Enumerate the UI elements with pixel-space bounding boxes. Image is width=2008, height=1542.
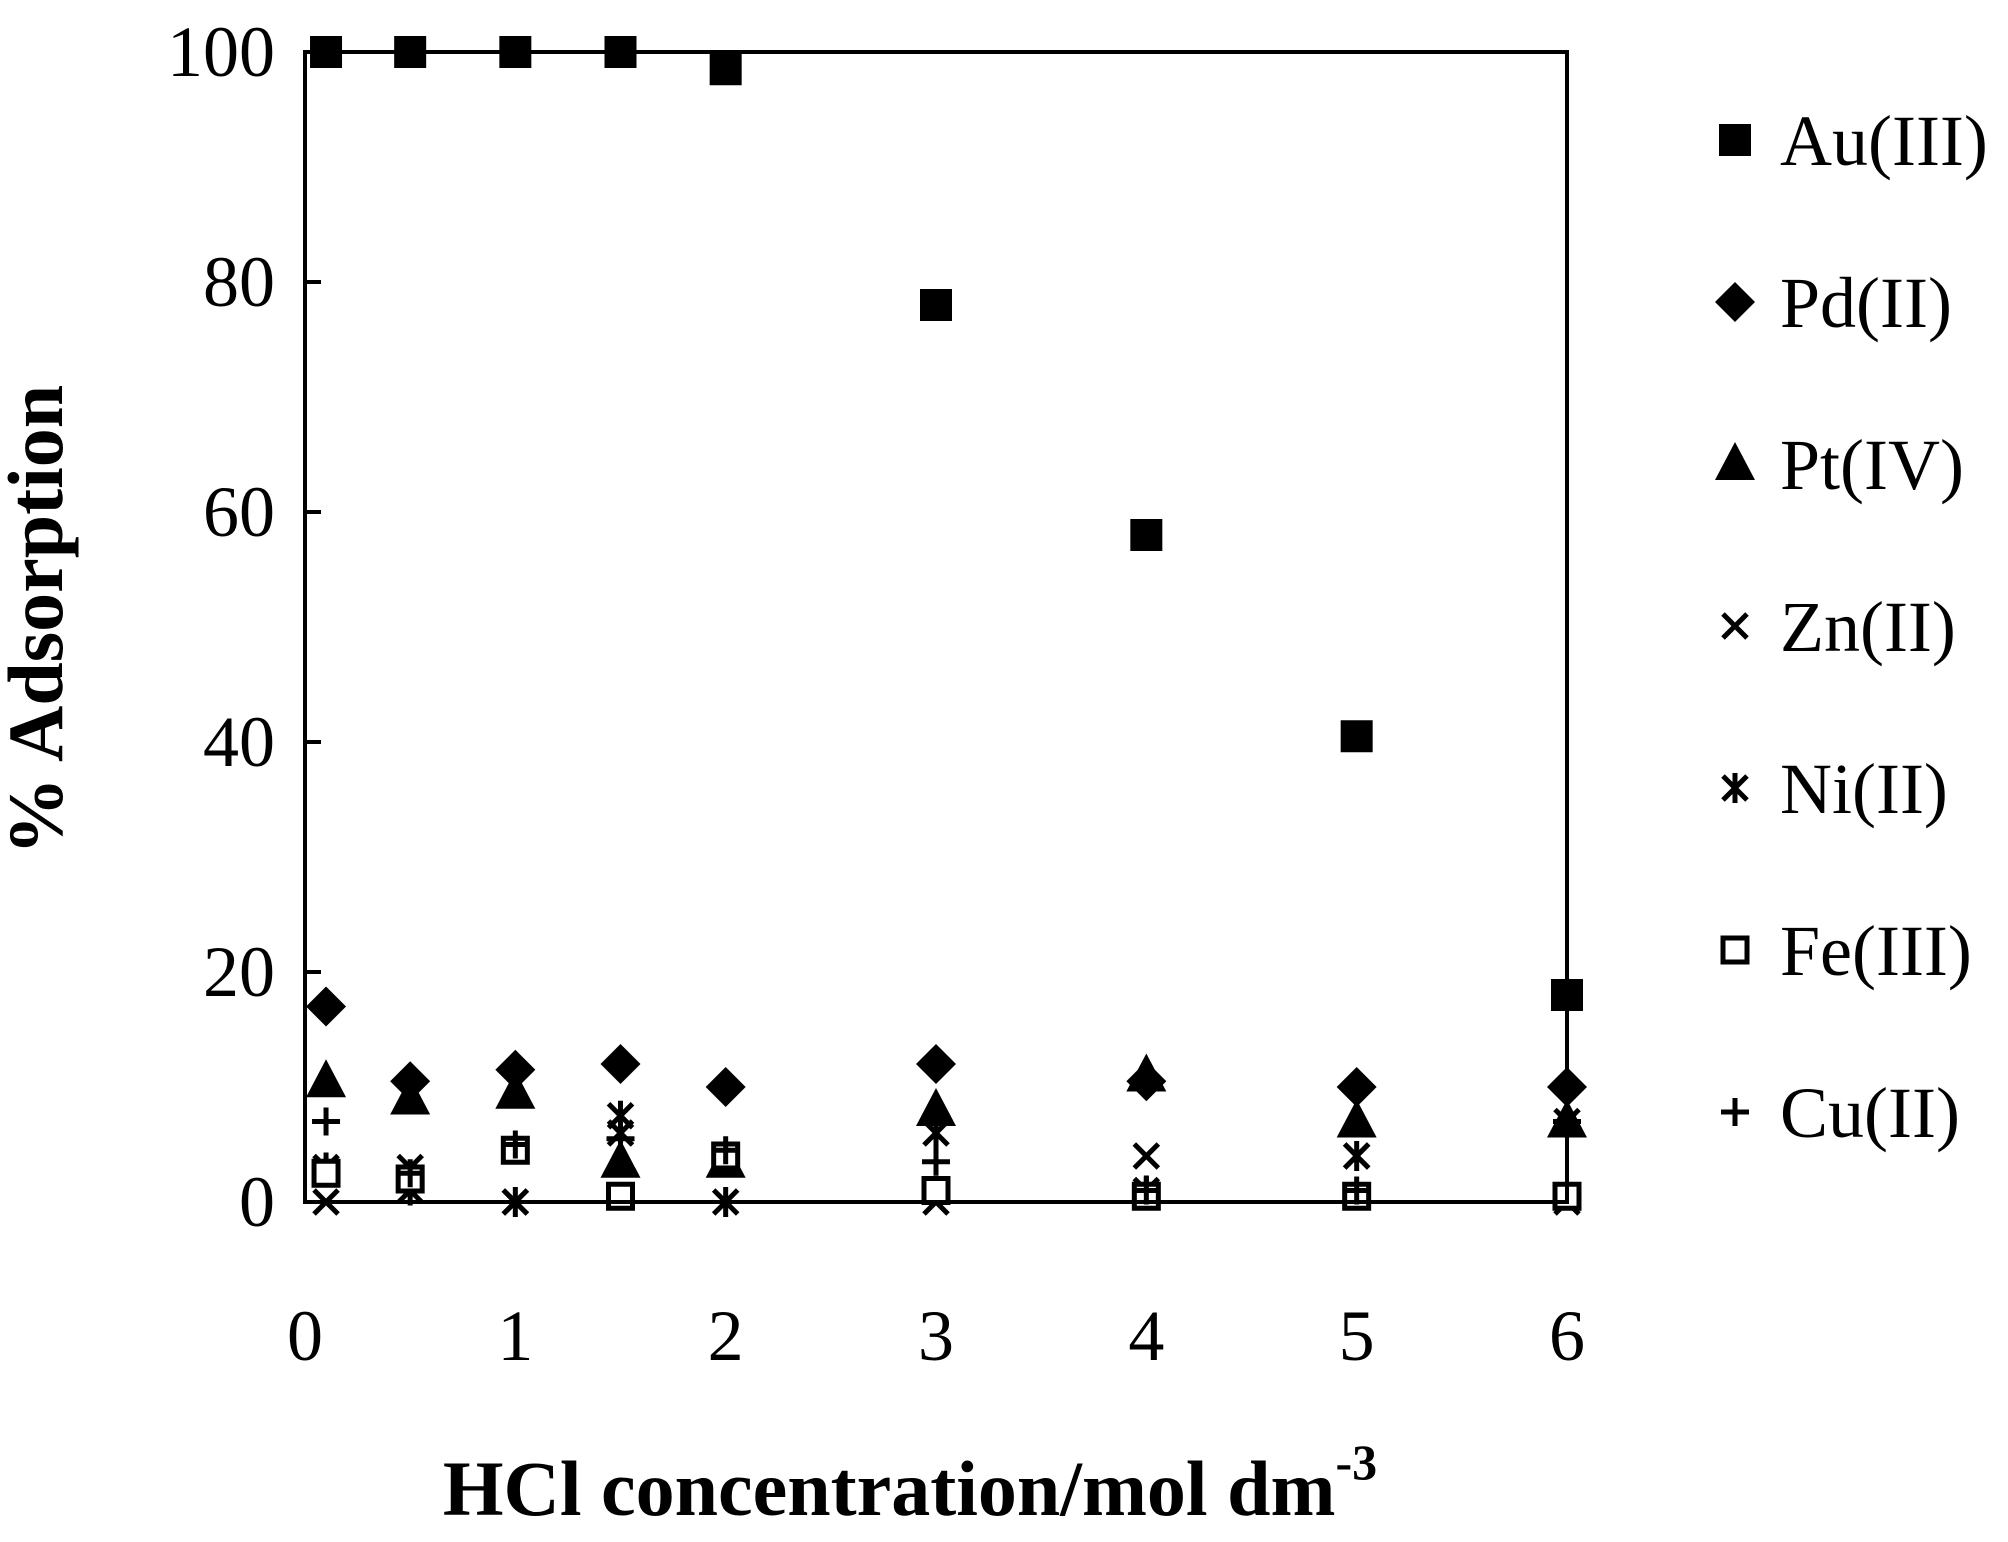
data-point xyxy=(396,1159,425,1188)
data-point xyxy=(1132,1142,1161,1170)
data-point xyxy=(606,1124,635,1153)
axes: 0 20 40 60 80 100 0 1 2 3 4 5 6 xyxy=(167,12,1585,1376)
y-tick-label: 60 xyxy=(203,472,275,552)
data-point xyxy=(495,1070,536,1109)
x-axis-title: HCl concentration/mol dm-3 xyxy=(443,1434,1377,1532)
legend-label: Pd(II) xyxy=(1780,263,1952,343)
legend-marker xyxy=(1715,442,1755,480)
data-point xyxy=(1342,1141,1371,1171)
legend-item: Au(III) xyxy=(1719,101,1988,181)
legend-marker xyxy=(1721,1098,1749,1126)
x-tick-label: 5 xyxy=(1339,1296,1375,1376)
data-point xyxy=(312,1107,341,1136)
legend-label: Ni(II) xyxy=(1780,749,1948,829)
series-au-iii xyxy=(310,36,1583,1011)
legend-label: Pt(IV) xyxy=(1780,425,1964,505)
legend-label: Zn(II) xyxy=(1780,587,1956,667)
series-pt-iv xyxy=(306,1053,1587,1178)
legend: Au(III) Pd(II) Pt(IV) Zn(II) Ni(II) Fe(III) Cu… xyxy=(1715,101,1988,1153)
data-point xyxy=(1132,1176,1161,1205)
data-point xyxy=(1340,720,1373,753)
x-tick-label: 2 xyxy=(708,1296,744,1376)
legend-item: Cu(II) xyxy=(1721,1073,1960,1153)
legend-item: Pd(II) xyxy=(1715,263,1952,343)
series-pd-ii xyxy=(306,986,1587,1107)
data-point xyxy=(1130,519,1163,551)
legend-marker xyxy=(1720,935,1750,965)
x-tick-label: 4 xyxy=(1128,1296,1164,1376)
series-cu-ii xyxy=(312,1107,1581,1205)
legend-item: Ni(II) xyxy=(1721,749,1948,829)
data-point xyxy=(1342,1176,1371,1205)
data-point xyxy=(920,289,952,321)
legend-item: Zn(II) xyxy=(1721,587,1956,667)
x-tick-label: 1 xyxy=(497,1296,533,1376)
data-point xyxy=(495,1049,536,1090)
legend-label: Fe(III) xyxy=(1780,911,1972,991)
legend-item: Pt(IV) xyxy=(1715,425,1964,505)
data-point xyxy=(922,1118,950,1148)
data-point xyxy=(606,1181,635,1211)
data-point xyxy=(501,1130,530,1159)
y-tick-label: 0 xyxy=(239,1162,275,1242)
data-point xyxy=(311,1158,341,1188)
y-tick-label: 100 xyxy=(167,12,275,92)
x-tick-label: 0 xyxy=(287,1296,323,1376)
data-point xyxy=(1336,1099,1377,1138)
data-point xyxy=(916,1044,956,1084)
y-tick-label: 40 xyxy=(203,702,275,782)
data-point xyxy=(921,1176,951,1205)
data-point xyxy=(306,986,347,1027)
data-point xyxy=(1336,1067,1377,1107)
legend-marker xyxy=(1715,282,1755,322)
data-point xyxy=(306,1059,347,1098)
plot-frame xyxy=(303,50,1569,1204)
legend-label: Cu(II) xyxy=(1780,1073,1960,1153)
data-point xyxy=(390,1076,431,1115)
legend-marker xyxy=(1721,773,1749,803)
legend-label: Au(III) xyxy=(1780,101,1988,181)
data-point xyxy=(916,1088,956,1126)
legend-marker xyxy=(1719,124,1751,156)
y-tick-label: 20 xyxy=(203,932,275,1012)
x-axis-title-superscript: -3 xyxy=(1335,1434,1377,1490)
data-point xyxy=(600,1044,641,1084)
series-fe-iii xyxy=(311,1135,1582,1211)
legend-item: Fe(III) xyxy=(1720,911,1972,991)
data-point xyxy=(922,1147,950,1176)
x-axis-title-text: HCl concentration/mol dm xyxy=(443,1445,1336,1532)
y-axis-title: % Adsorption xyxy=(0,385,79,855)
x-tick-label: 3 xyxy=(918,1296,954,1376)
data-point xyxy=(1126,1053,1167,1092)
data-point xyxy=(600,1139,641,1178)
plot-area xyxy=(306,36,1587,1217)
data-point xyxy=(705,1067,746,1107)
x-tick-label: 6 xyxy=(1549,1296,1585,1376)
data-point xyxy=(711,1136,740,1165)
y-tick-label: 80 xyxy=(203,242,275,322)
legend-marker xyxy=(1721,612,1749,640)
data-point xyxy=(709,53,742,86)
